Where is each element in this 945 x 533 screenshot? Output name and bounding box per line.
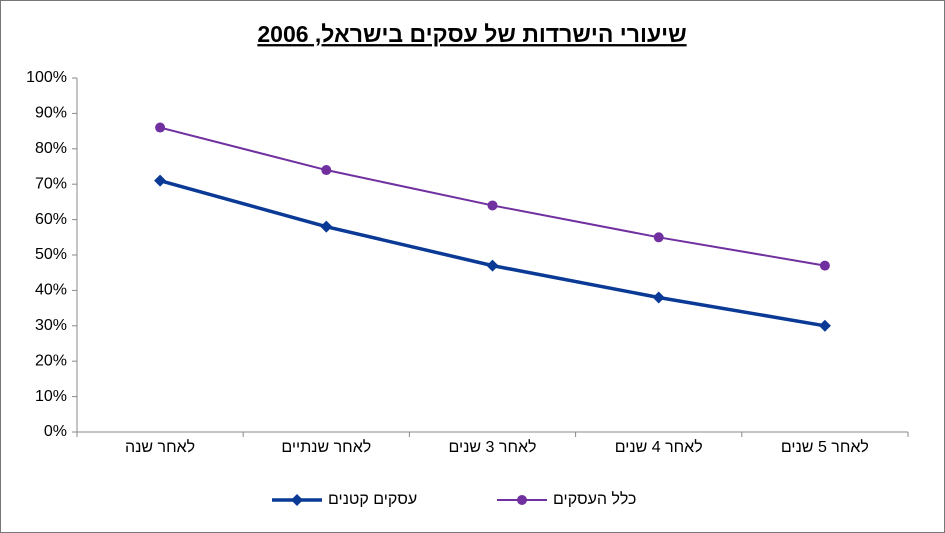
legend-marker xyxy=(291,494,303,506)
x-tick-label: לאחר שנה xyxy=(125,438,195,456)
data-point xyxy=(155,122,166,133)
data-point xyxy=(486,259,499,272)
y-tick-label: 50% xyxy=(35,246,67,263)
y-tick-label: 80% xyxy=(35,140,67,157)
data-point xyxy=(321,165,332,176)
x-tick-label: לאחר 4 שנים xyxy=(615,438,703,456)
data-point xyxy=(320,220,333,233)
legend-label: כלל העסקים xyxy=(553,490,636,508)
x-tick-label: לאחר 5 שנים xyxy=(781,438,869,456)
x-tick-label: לאחר 3 שנים xyxy=(449,438,537,456)
data-point xyxy=(487,200,498,211)
y-tick-label: 20% xyxy=(35,352,67,369)
y-tick-label: 60% xyxy=(35,211,67,228)
x-tick-label: לאחר שנתיים xyxy=(281,438,371,456)
y-tick-label: 10% xyxy=(35,388,67,405)
y-tick-label: 90% xyxy=(35,105,67,122)
y-tick-label: 40% xyxy=(35,282,67,299)
y-tick-label: 0% xyxy=(44,423,67,440)
legend-marker xyxy=(517,495,527,505)
chart-title: שיעורי הישרדות של עסקים בישראל, 2006 xyxy=(257,21,686,47)
data-point xyxy=(653,232,664,243)
data-point xyxy=(154,174,167,187)
data-point xyxy=(818,319,831,332)
y-tick-label: 70% xyxy=(35,175,67,192)
data-point xyxy=(819,260,830,271)
y-tick-label: 30% xyxy=(35,317,67,334)
legend-label: עסקים קטנים xyxy=(328,491,417,508)
y-tick-label: 100% xyxy=(26,69,67,86)
data-point xyxy=(652,291,665,304)
